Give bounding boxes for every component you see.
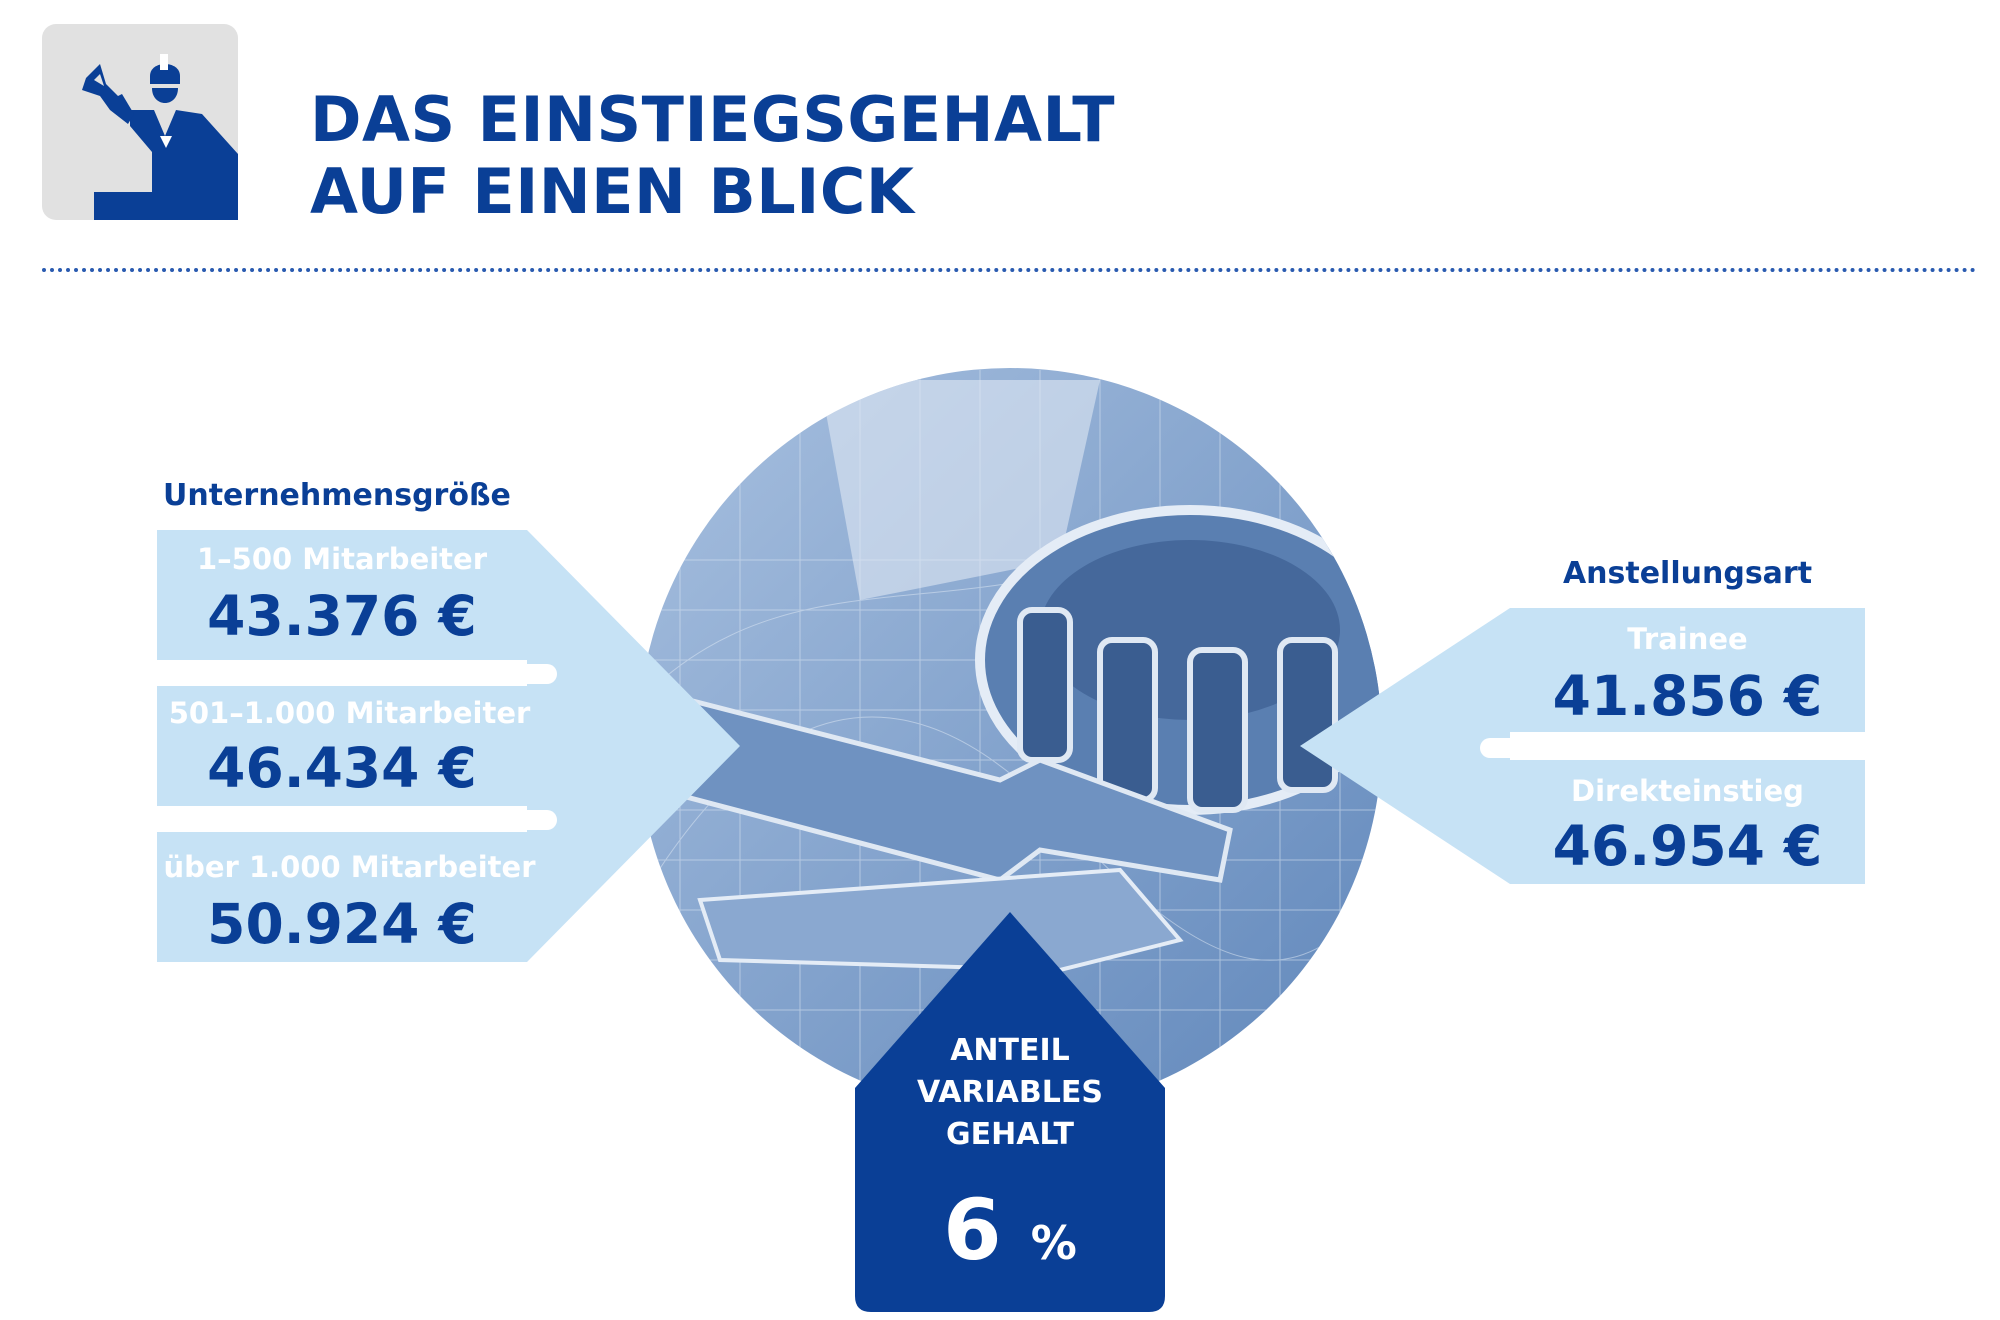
worker-icon-tile (42, 24, 238, 220)
company-size-value-2: 46.434 € (207, 736, 477, 800)
employment-type-heading: Anstellungsart (1562, 556, 1813, 591)
company-size-label-2: 501–1.000 Mitarbeiter (168, 696, 531, 730)
employment-type-label-1: Trainee (1627, 622, 1748, 656)
worker-with-wrench-icon (42, 24, 238, 220)
variable-pay-line-2: VARIABLES (917, 1075, 1103, 1110)
company-size-label-1: 1–500 Mitarbeiter (196, 542, 488, 576)
dotted-divider (42, 268, 1977, 272)
variable-pay-label: ANTEIL VARIABLES GEHALT (855, 1030, 1165, 1156)
company-size-label-3: über 1.000 Mitarbeiter (163, 850, 536, 884)
employment-type-value-1: 41.856 € (1552, 664, 1823, 728)
title-line-1: DAS EINSTIEGSGEHALT (310, 83, 1116, 156)
variable-pay-value: 6 % (855, 1180, 1165, 1293)
employment-type-separator (1480, 738, 1875, 758)
employment-type-value-2: 46.954 € (1552, 814, 1823, 878)
variable-pay-line-3: GEHALT (945, 1117, 1075, 1152)
variable-pay-number: 6 (943, 1181, 1002, 1279)
company-size-separators (157, 664, 557, 830)
title-line-2: AUF EINEN BLICK (310, 155, 915, 228)
variable-pay-unit: % (1030, 1216, 1077, 1270)
company-size-panel (157, 530, 740, 962)
variable-pay-line-1: ANTEIL (950, 1033, 1070, 1068)
variable-pay-box (855, 912, 1165, 1312)
page-title: DAS EINSTIEGSGEHALT AUF EINEN BLICK (310, 84, 1115, 228)
company-size-heading: Unternehmensgröße (163, 478, 511, 513)
employment-type-label-2: Direkteinstieg (1571, 774, 1804, 808)
company-size-value-3: 50.924 € (207, 892, 477, 956)
employment-type-panel (1300, 608, 1865, 884)
company-size-value-1: 43.376 € (207, 584, 477, 648)
